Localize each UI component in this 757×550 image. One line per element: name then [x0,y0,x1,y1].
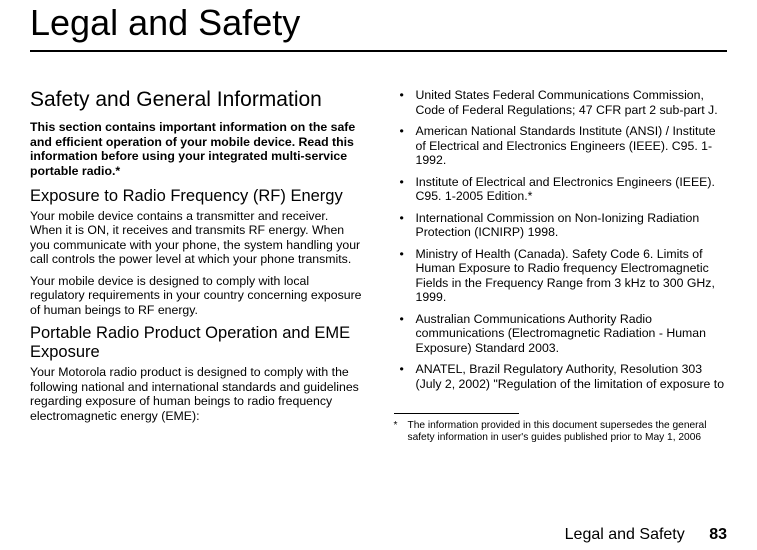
footnote-separator [394,413,519,414]
right-column: United States Federal Communications Com… [394,88,728,444]
footnote: * The information provided in this docum… [394,420,728,444]
list-item: ANATEL, Brazil Regulatory Authority, Res… [394,362,728,391]
paragraph-rf1: Your mobile device contains a transmitte… [30,209,364,267]
list-item: Australian Communications Authority Radi… [394,312,728,356]
intro-paragraph: This section contains important informat… [30,120,364,178]
left-column: Safety and General Information This sect… [30,88,364,444]
subheading-rf-energy: Exposure to Radio Frequency (RF) Energy [30,187,364,206]
paragraph-eme: Your Motorola radio product is designed … [30,365,364,423]
page-main-title: Legal and Safety [30,0,727,52]
content-columns: Safety and General Information This sect… [30,88,727,444]
list-item: Ministry of Health (Canada). Safety Code… [394,247,728,305]
section-heading-safety: Safety and General Information [30,88,364,112]
subheading-eme: Portable Radio Product Operation and EME… [30,324,364,362]
paragraph-rf2: Your mobile device is designed to comply… [30,274,364,318]
footnote-text: The information provided in this documen… [407,420,727,444]
page-footer: Legal and Safety 83 [565,526,727,544]
list-item: United States Federal Communications Com… [394,88,728,117]
list-item: Institute of Electrical and Electronics … [394,175,728,204]
page-number: 83 [709,526,727,543]
list-item: American National Standards Institute (A… [394,124,728,168]
footnote-star: * [394,420,398,444]
standards-list: United States Federal Communications Com… [394,88,728,391]
list-item: International Commission on Non-Ionizing… [394,211,728,240]
footer-label: Legal and Safety [565,526,685,543]
